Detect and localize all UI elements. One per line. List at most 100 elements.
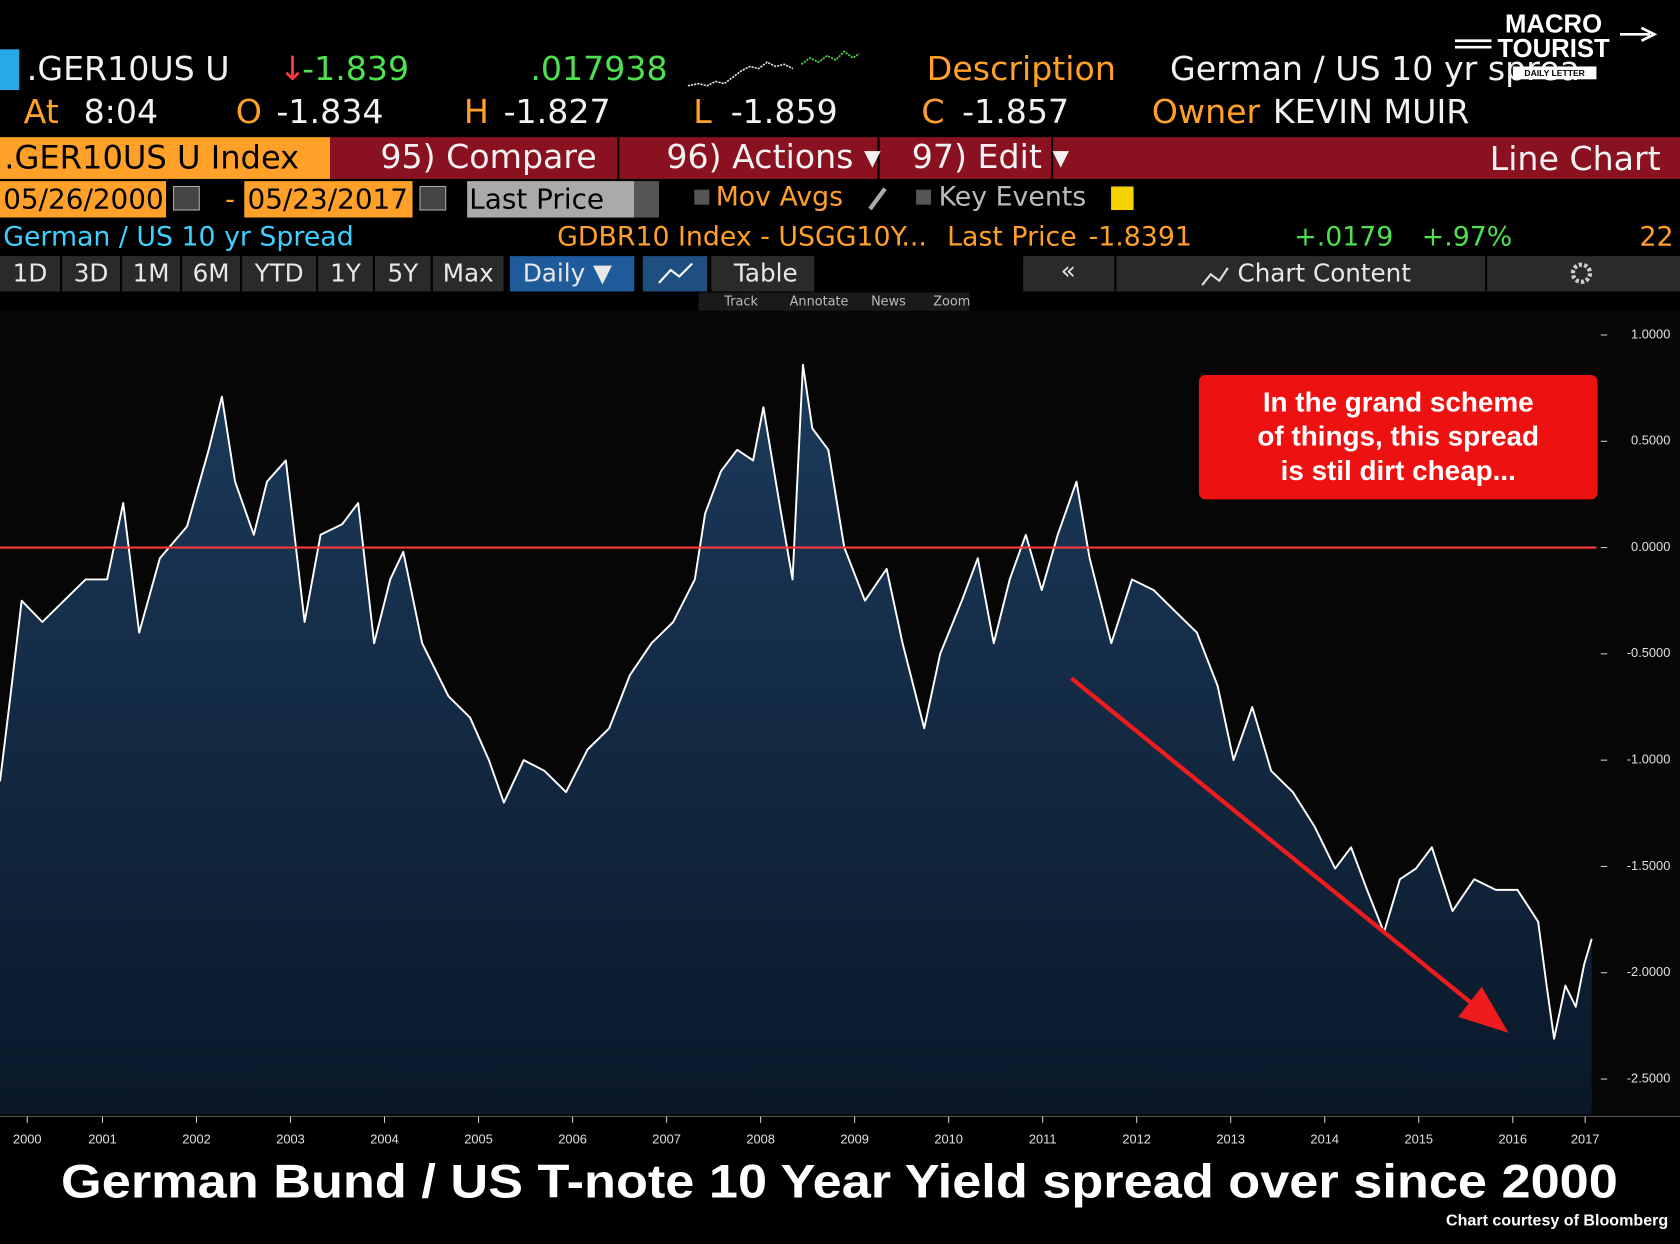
- x-tick-label: 2006: [558, 1131, 587, 1146]
- period-label: 5Y: [387, 258, 419, 287]
- x-tick-label: 2010: [934, 1131, 963, 1146]
- calendar-icon[interactable]: [173, 185, 200, 211]
- period-button[interactable]: [432, 256, 504, 292]
- ticker-marker: [0, 49, 20, 91]
- x-tick-label: 2014: [1310, 1131, 1339, 1146]
- y-tick-label: 0.5000: [1631, 433, 1670, 448]
- start-date-box[interactable]: [0, 181, 167, 218]
- period-label: Max: [443, 258, 494, 287]
- period-buttons: 1D 3D 1M 6M YTD 1Y 5Y Max: [0, 256, 504, 292]
- field-dropdown[interactable]: [634, 181, 659, 218]
- period-button[interactable]: [318, 256, 373, 292]
- x-tick-label: 2009: [840, 1131, 869, 1146]
- end-date: 05/23/2017: [247, 182, 407, 215]
- change-arrow: ↓: [279, 49, 307, 88]
- x-tick-label: 2003: [276, 1131, 305, 1146]
- credit: Chart courtesy of Bloomberg: [1446, 1212, 1668, 1230]
- chart-tools: [698, 292, 970, 311]
- high: -1.827: [504, 92, 611, 131]
- key-events[interactable]: Key Events: [939, 182, 1087, 213]
- ticker: .GER10US U: [27, 49, 230, 88]
- time: 8:04: [84, 92, 159, 131]
- chart-content-button[interactable]: [1116, 256, 1485, 292]
- field-box[interactable]: [467, 181, 635, 218]
- pct-change: .017938: [530, 49, 667, 88]
- x-tick-label: 2005: [464, 1131, 493, 1146]
- settings-button[interactable]: [1487, 256, 1680, 292]
- y-tick-label: -2.0000: [1627, 964, 1671, 979]
- calendar-icon[interactable]: [419, 185, 447, 211]
- period-button[interactable]: [62, 256, 120, 292]
- tool-label[interactable]: Annotate: [790, 295, 849, 310]
- period-label: 1Y: [330, 258, 362, 287]
- y-tick-label: 0.0000: [1631, 539, 1670, 554]
- time-label: At: [24, 92, 59, 131]
- chart: 1.0000 0.5000 0.0000 -0.5000 -1.0000 -1.5000 -…: [0, 310, 1680, 1146]
- mov-avgs[interactable]: Mov Avgs: [716, 182, 843, 213]
- x-tick-label: 2007: [652, 1131, 681, 1146]
- chart-tools-labels: Track Annotate News Zoom: [723, 295, 970, 310]
- tool-label[interactable]: Track: [723, 295, 758, 310]
- low: -1.859: [731, 92, 838, 131]
- series-field: Last Price: [947, 221, 1077, 252]
- start-date: 05/26/2000: [3, 182, 163, 215]
- period-label: 1D: [13, 258, 48, 287]
- close-label: C: [921, 92, 944, 131]
- owner: KEVIN MUIR: [1273, 92, 1469, 131]
- checkbox[interactable]: [916, 189, 932, 205]
- period-label: YTD: [254, 258, 304, 287]
- annotation-text: In the grand scheme: [1263, 386, 1534, 417]
- y-tick-label: -1.0000: [1627, 752, 1671, 767]
- sparkline-live: [800, 50, 860, 65]
- period-button[interactable]: [375, 256, 431, 292]
- table-button[interactable]: [711, 256, 815, 292]
- line: [0, 363, 1593, 1040]
- compare-menu[interactable]: 95) Compare: [380, 137, 596, 176]
- description: German / US 10 yr sprea: [1170, 49, 1580, 88]
- x-tick-label: 2008: [746, 1131, 775, 1146]
- period-button[interactable]: [242, 256, 317, 292]
- info-icon[interactable]: [1111, 186, 1134, 211]
- open-label: O: [236, 92, 262, 131]
- actions-menu[interactable]: 96) Actions ▾: [666, 137, 881, 176]
- period-button[interactable]: [0, 256, 60, 292]
- period-label: 1M: [133, 258, 170, 287]
- edit-menu[interactable]: 97) Edit ▾: [912, 137, 1070, 176]
- x-tick-label: 2012: [1122, 1131, 1151, 1146]
- content-icon: [1201, 267, 1229, 286]
- annotation-text: is stil dirt cheap...: [1281, 455, 1516, 486]
- series-name: German / US 10 yr Spread: [3, 221, 353, 252]
- tool-label[interactable]: Zoom: [933, 295, 970, 310]
- y-tick-label: -1.5000: [1627, 858, 1671, 873]
- trend-arrow: [1070, 676, 1478, 1009]
- change: -1.839: [302, 49, 409, 88]
- collapse-button[interactable]: [1023, 256, 1115, 292]
- security-box: [0, 137, 330, 179]
- x-tick-label: 2016: [1498, 1131, 1527, 1146]
- field: Last Price: [469, 182, 604, 215]
- x-tick-label: 2000: [13, 1131, 42, 1146]
- pencil-icon[interactable]: [868, 187, 887, 211]
- menu-bar: [330, 137, 1680, 179]
- trend-arrowhead: [1458, 986, 1509, 1033]
- security: .GER10US U Index: [4, 139, 299, 177]
- x-tick-label: 2015: [1404, 1131, 1433, 1146]
- tool-label[interactable]: News: [871, 295, 906, 310]
- end-date-box[interactable]: [244, 181, 413, 218]
- logo-band: [1512, 66, 1597, 80]
- checkbox[interactable]: [694, 189, 710, 205]
- period-label: 3D: [74, 258, 109, 287]
- x-tick-label: 2001: [88, 1131, 117, 1146]
- owner-label: Owner: [1152, 92, 1261, 131]
- series-last: -1.8391: [1089, 221, 1192, 252]
- logo-line: TOURIST: [1497, 35, 1610, 63]
- logo-line: MACRO: [1505, 11, 1602, 39]
- open: -1.834: [276, 92, 383, 131]
- frequency-button[interactable]: [510, 256, 635, 292]
- series-change: +.0179: [1294, 221, 1393, 252]
- view-name: Line Chart: [1490, 139, 1661, 178]
- period-button[interactable]: [182, 256, 240, 292]
- period-button[interactable]: [122, 256, 180, 292]
- x-tick-label: 2004: [370, 1131, 399, 1146]
